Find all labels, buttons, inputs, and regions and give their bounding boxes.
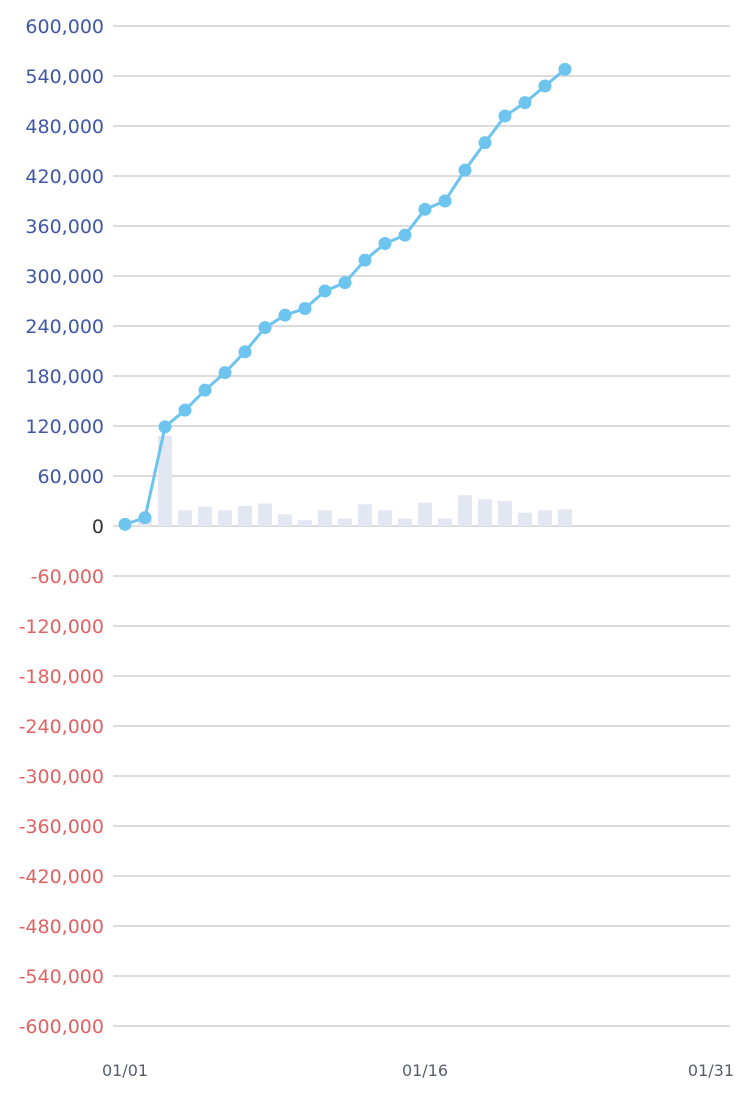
bar — [338, 518, 352, 526]
y-tick-label: 300,000 — [25, 266, 104, 288]
y-tick-label: -60,000 — [31, 566, 104, 588]
y-tick-label: 120,000 — [25, 416, 104, 438]
y-tick-label: -600,000 — [19, 1016, 104, 1038]
y-tick-label: 240,000 — [25, 316, 104, 338]
y-tick-label: -300,000 — [19, 766, 104, 788]
x-tick-label: 01/31 — [688, 1061, 734, 1080]
x-tick-label: 01/16 — [402, 1061, 448, 1080]
y-tick-label: -240,000 — [19, 716, 104, 738]
data-point — [318, 284, 332, 298]
data-point — [358, 253, 372, 267]
y-tick-label: 420,000 — [25, 166, 104, 188]
data-point — [538, 79, 552, 93]
data-point — [278, 308, 292, 322]
data-point — [498, 109, 512, 123]
data-point — [438, 194, 452, 208]
bar — [498, 501, 512, 526]
y-tick-label: 60,000 — [38, 466, 104, 488]
bar — [298, 520, 312, 526]
bar — [538, 510, 552, 526]
bar — [378, 510, 392, 526]
y-tick-label: 540,000 — [25, 66, 104, 88]
bar — [458, 495, 472, 526]
bar — [178, 510, 192, 526]
bar — [398, 518, 412, 526]
data-point — [338, 276, 352, 290]
x-axis-ticks: 01/01 01/16 01/31 — [102, 1061, 734, 1080]
data-point — [118, 517, 132, 531]
y-tick-label: -540,000 — [19, 966, 104, 988]
data-point — [218, 366, 232, 380]
data-point — [458, 163, 472, 177]
y-tick-label: -420,000 — [19, 866, 104, 888]
bar — [278, 514, 292, 526]
bar — [218, 510, 232, 526]
y-tick-label: -480,000 — [19, 916, 104, 938]
data-point — [398, 228, 412, 242]
series-line — [124, 68, 566, 526]
daily-bars — [118, 436, 572, 526]
data-point — [378, 237, 392, 250]
bar — [318, 510, 332, 526]
bar — [358, 504, 372, 526]
bar — [438, 518, 452, 526]
bar — [518, 512, 532, 526]
gridlines — [113, 25, 730, 1027]
bar — [198, 506, 212, 526]
bar — [558, 509, 572, 526]
y-tick-label: 480,000 — [25, 116, 104, 138]
y-tick-label: -120,000 — [19, 616, 104, 638]
data-point — [558, 62, 572, 76]
y-tick-label: 180,000 — [25, 366, 104, 388]
y-tick-label: 360,000 — [25, 216, 104, 238]
data-point — [258, 321, 272, 335]
data-point — [518, 96, 532, 110]
cumulative-points — [118, 62, 572, 531]
x-tick-label: 01/01 — [102, 1061, 148, 1080]
y-tick-label: 0 — [92, 516, 104, 538]
bar — [258, 503, 272, 526]
data-point — [478, 136, 492, 150]
bar — [418, 502, 432, 526]
cumulative-line-series — [124, 68, 566, 526]
y-axis-ticks: 600,000 540,000 480,000 420,000 360,000 300,0… — [19, 16, 104, 1038]
y-tick-label: -180,000 — [19, 666, 104, 688]
data-point — [198, 383, 212, 397]
y-tick-label: 600,000 — [25, 16, 104, 38]
data-point — [178, 403, 192, 417]
data-point — [158, 420, 172, 434]
data-point — [298, 302, 312, 315]
data-point — [138, 511, 152, 525]
y-tick-label: -360,000 — [19, 816, 104, 838]
bar — [478, 499, 492, 526]
data-point — [418, 202, 432, 216]
bar — [238, 506, 252, 526]
data-point — [238, 345, 252, 359]
bar — [158, 436, 172, 526]
